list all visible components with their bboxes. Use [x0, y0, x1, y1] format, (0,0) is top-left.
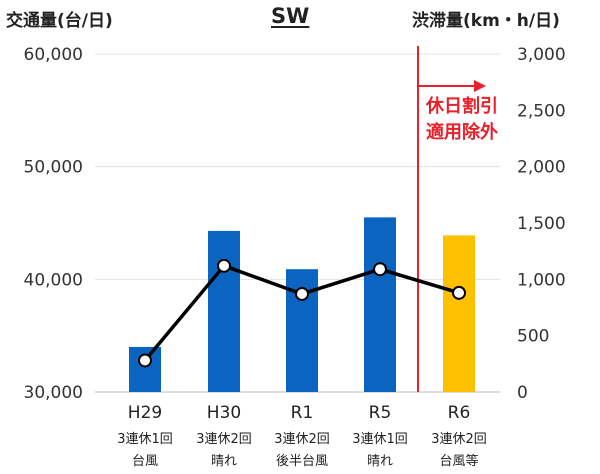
category-sublabel: 3連休1回: [352, 432, 408, 447]
left-tick-label: 40,000: [24, 270, 83, 290]
line-point: [217, 258, 231, 273]
category-sublabel: 台風: [132, 454, 158, 469]
line-point: [138, 353, 152, 368]
annotation-line-1: 休日割引: [425, 95, 498, 117]
right-tick-label: 500: [517, 327, 549, 347]
line-point: [295, 286, 309, 301]
right-tick-label: 3,000: [517, 45, 566, 65]
bar: [208, 230, 240, 392]
bars: [129, 217, 475, 392]
line-series: [138, 258, 466, 368]
right-tick-label: 2,500: [517, 101, 566, 121]
left-tick-label: 50,000: [24, 158, 83, 178]
category-sublabel: 晴れ: [367, 454, 393, 469]
right-tick-label: 0: [517, 383, 528, 403]
right-axis-label: 渋滞量(km・h/日): [412, 11, 560, 31]
bar: [443, 235, 475, 392]
category-sublabel: 3連休1回: [117, 432, 173, 447]
category-label: R5: [369, 403, 392, 423]
right-tick-label: 1,500: [517, 214, 566, 234]
line-point: [373, 262, 387, 277]
left-axis-ticks: 30,000 40,000 50,000 60,000: [24, 45, 83, 403]
category-label: R6: [448, 403, 471, 423]
annotation-line-2: 適用除外: [426, 121, 498, 143]
category-label: H29: [128, 403, 162, 423]
category-sublabel: 後半台風: [276, 454, 328, 469]
chart-title: SW: [271, 4, 310, 28]
red-arrow-head: [474, 80, 486, 92]
category-sublabel: 3連休2回: [431, 432, 487, 447]
category-sublabel: 3連休2回: [196, 432, 252, 447]
right-tick-label: 1,000: [517, 270, 566, 290]
category-label: R1: [291, 403, 314, 423]
category-sublabel: 晴れ: [211, 454, 237, 469]
left-tick-label: 30,000: [24, 383, 83, 403]
right-tick-label: 2,000: [517, 158, 566, 178]
line-point: [452, 285, 466, 300]
left-tick-label: 60,000: [24, 45, 83, 65]
left-axis-label: 交通量(台/日): [6, 11, 113, 31]
category-label: H30: [207, 403, 241, 423]
right-axis-ticks: 0 500 1,000 1,500 2,000 2,500 3,000: [517, 45, 566, 403]
divider: [417, 46, 486, 392]
category-sublabel: 台風等: [439, 453, 478, 469]
bar: [364, 217, 396, 392]
category-sublabel: 3連休2回: [274, 432, 330, 447]
